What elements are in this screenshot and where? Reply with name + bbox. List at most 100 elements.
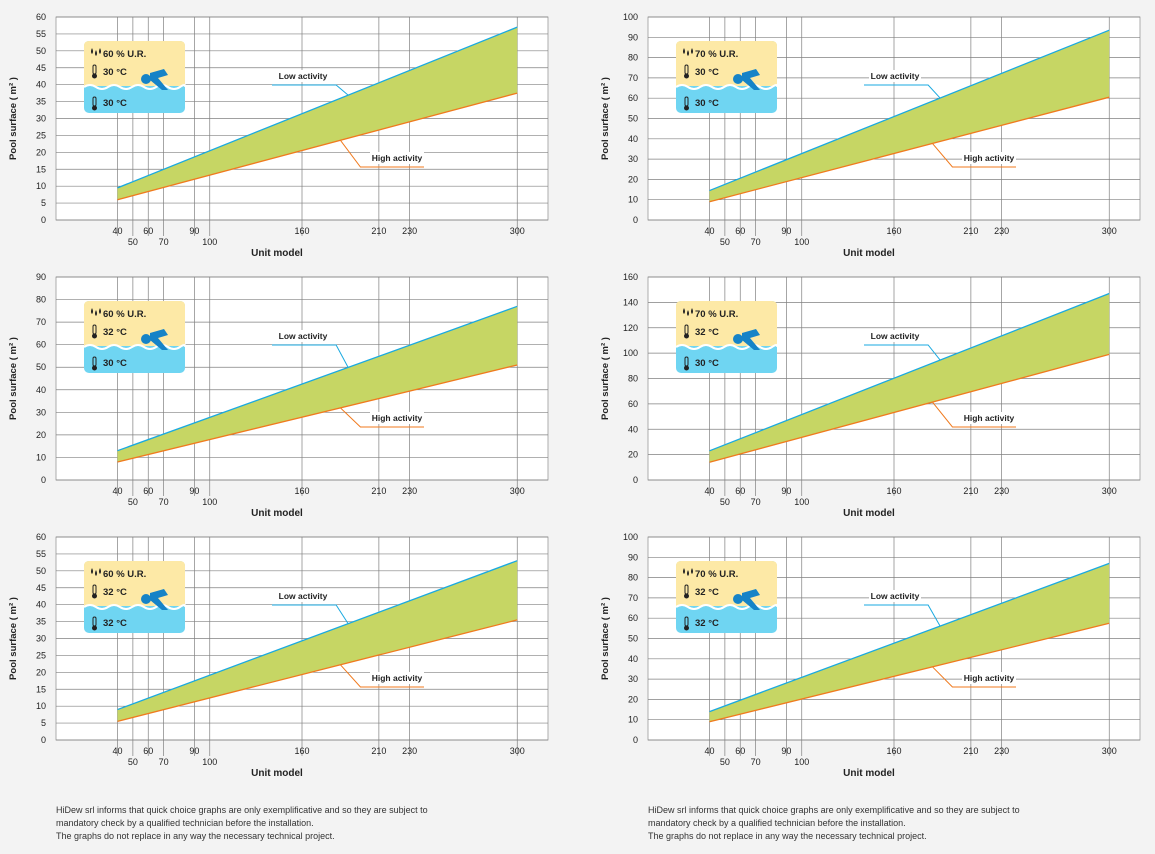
x-tick-label: 160 — [294, 486, 309, 496]
y-tick-label: 50 — [628, 634, 638, 644]
low-activity-label-bg — [869, 590, 921, 602]
humidity-drops-icon — [91, 568, 101, 576]
x-tick-label: 160 — [886, 226, 901, 236]
high-activity-label-bg — [962, 412, 1016, 424]
water-wave-icon — [675, 344, 779, 350]
condition-badge: 70 % U.R. 32 °C 32 °C — [675, 561, 779, 633]
badge-air-section — [84, 301, 185, 346]
activity-band — [709, 563, 1110, 722]
y-tick-label: 70 — [36, 317, 46, 327]
thermometer-icon — [684, 324, 689, 339]
low-activity-leader — [272, 344, 349, 368]
y-tick-label: 25 — [36, 650, 46, 660]
high-activity-label: High activity — [372, 673, 423, 683]
thermometer-bulb — [92, 593, 97, 599]
x-tick-label: 60 — [143, 746, 153, 756]
low-activity-label: Low activity — [871, 591, 920, 601]
x-tick-label: 160 — [886, 746, 901, 756]
y-tick-label: 30 — [36, 114, 46, 124]
swimmer-icon — [141, 69, 168, 90]
y-tick-label: 120 — [623, 323, 638, 333]
y-tick-label: 50 — [36, 362, 46, 372]
x-tick-label: 300 — [510, 486, 525, 496]
thermometer-bulb — [92, 333, 97, 339]
water-wave-icon — [83, 344, 187, 350]
low-activity-label-bg — [277, 590, 329, 602]
badge-air-temp: 30 °C — [103, 67, 127, 78]
x-axis-title: Unit model — [843, 248, 895, 259]
disclaimer-line: mandatory check by a qualified technicia… — [648, 818, 906, 828]
high-activity-label: High activity — [372, 413, 423, 423]
swimmer-icon — [141, 589, 168, 610]
x-tick-label: 160 — [294, 226, 309, 236]
swimmer-head — [733, 334, 743, 344]
y-tick-label: 45 — [36, 583, 46, 593]
high-activity-leader — [932, 401, 1016, 428]
x-tick-label: 210 — [371, 486, 386, 496]
y-tick-label: 55 — [36, 549, 46, 559]
y-tick-label: 30 — [36, 634, 46, 644]
thermometer-bulb — [684, 593, 689, 599]
humidity-drops-icon — [91, 308, 101, 316]
x-tick-label: 160 — [886, 486, 901, 496]
y-tick-label: 5 — [41, 718, 46, 728]
y-tick-label: 0 — [41, 735, 46, 745]
thermometer-bulb — [92, 625, 97, 631]
low-activity-leader — [864, 604, 941, 627]
x-tick-label: 70 — [751, 757, 761, 767]
thermometer-bulb — [684, 73, 689, 79]
y-tick-label: 40 — [628, 424, 638, 434]
swimmer-icon — [733, 69, 760, 90]
y-tick-label: 60 — [36, 340, 46, 350]
x-tick-label: 40 — [704, 226, 714, 236]
low-activity-line — [709, 29, 1110, 192]
water-wave-icon — [675, 604, 779, 610]
x-axis-title: Unit model — [843, 768, 895, 779]
badge-air-temp: 32 °C — [103, 587, 127, 598]
humidity-drops-icon — [683, 308, 693, 316]
thermometer-icon — [92, 356, 97, 371]
y-tick-label: 20 — [36, 147, 46, 157]
badge-water-temp: 32 °C — [695, 618, 719, 629]
swimmer-icon — [141, 329, 168, 350]
x-tick-label: 90 — [781, 486, 791, 496]
high-activity-label: High activity — [372, 153, 423, 163]
condition-badge: 70 % U.R. 30 °C 30 °C — [675, 41, 779, 113]
low-activity-label-bg — [869, 70, 921, 82]
swimmer-head — [141, 594, 151, 604]
thermometer-bulb — [684, 105, 689, 111]
y-tick-label: 35 — [36, 97, 46, 107]
y-tick-label: 60 — [36, 532, 46, 542]
high-activity-label: High activity — [964, 153, 1015, 163]
y-tick-label: 35 — [36, 617, 46, 627]
y-tick-label: 50 — [36, 46, 46, 56]
y-tick-label: 55 — [36, 29, 46, 39]
humidity-drops-shape — [91, 48, 101, 56]
y-tick-label: 70 — [628, 73, 638, 83]
x-tick-label: 230 — [402, 746, 417, 756]
y-tick-label: 15 — [36, 164, 46, 174]
x-tick-label: 60 — [143, 226, 153, 236]
badge-air-section — [676, 41, 777, 86]
y-tick-label: 30 — [628, 674, 638, 684]
thermometer-icon — [684, 616, 689, 631]
swimmer-body — [150, 69, 168, 90]
swimmer-head — [733, 594, 743, 604]
x-tick-label: 40 — [704, 486, 714, 496]
y-tick-label: 60 — [36, 12, 46, 22]
badge-humidity: 70 % U.R. — [695, 49, 738, 60]
y-tick-label: 90 — [628, 552, 638, 562]
water-wave-icon — [675, 84, 779, 90]
y-tick-label: 20 — [628, 450, 638, 460]
activity-band — [709, 293, 1110, 463]
humidity-drops-icon — [91, 48, 101, 56]
thermometer-icon — [92, 584, 97, 599]
high-activity-label: High activity — [964, 413, 1015, 423]
activity-band — [117, 27, 518, 200]
y-tick-label: 10 — [628, 195, 638, 205]
high-activity-label-bg — [962, 672, 1016, 684]
high-activity-line — [709, 622, 1110, 723]
